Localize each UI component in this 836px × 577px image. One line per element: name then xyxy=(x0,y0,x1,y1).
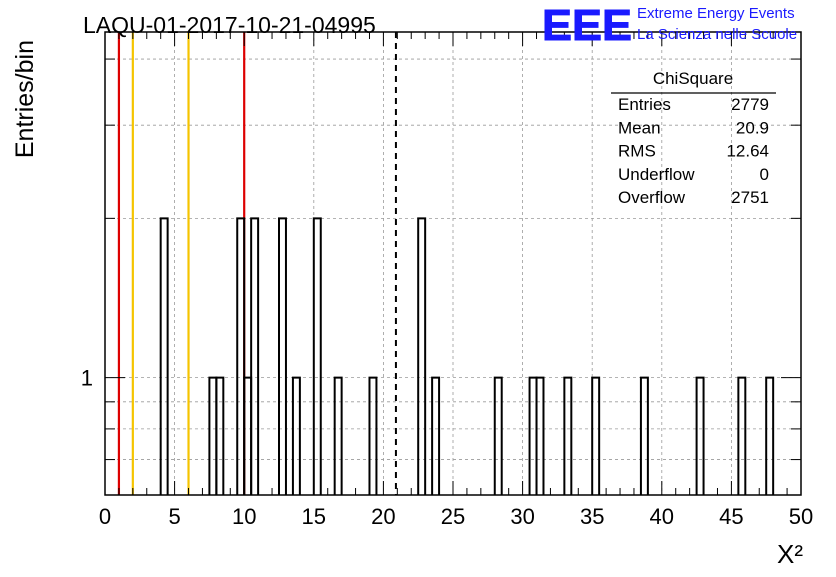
stats-row-value: 2779 xyxy=(731,95,769,114)
histogram-bin xyxy=(535,376,545,495)
x-tick-label: 35 xyxy=(580,504,604,529)
histogram-bars xyxy=(159,217,775,495)
histogram-bin xyxy=(333,376,343,495)
stats-row-value: 12.64 xyxy=(726,142,769,161)
stats-box: ChiSquare Entries 2779 Mean 20.9 RMS 12.64 Und… xyxy=(611,69,776,207)
histogram-bin xyxy=(312,217,322,495)
x-tick-label: 50 xyxy=(789,504,813,529)
stats-box-title: ChiSquare xyxy=(653,69,733,88)
x-tick-label: 15 xyxy=(302,504,326,529)
stats-row-label: RMS xyxy=(618,142,656,161)
histogram-bin xyxy=(431,376,441,495)
x-tick-label: 10 xyxy=(232,504,256,529)
histogram-bin xyxy=(737,376,747,495)
histogram-bin xyxy=(765,376,775,495)
x-tick-label: 5 xyxy=(168,504,180,529)
stats-row-value: 20.9 xyxy=(736,118,769,137)
stats-row-value: 2751 xyxy=(731,188,769,207)
x-tick-label: 25 xyxy=(441,504,465,529)
histogram-bin xyxy=(368,376,378,495)
x-tick-label: 0 xyxy=(99,504,111,529)
histogram-bin xyxy=(278,217,287,495)
x-tick-label: 30 xyxy=(510,504,534,529)
stats-row-label: Underflow xyxy=(618,165,695,184)
y-axis-label: Entries/bin xyxy=(11,40,39,158)
stats-row-label: Overflow xyxy=(618,188,686,207)
histogram-bin xyxy=(591,376,601,495)
histogram-bin xyxy=(695,376,705,495)
logo-letters: EEE xyxy=(542,1,632,50)
histogram-bin xyxy=(493,376,503,495)
histogram-bin xyxy=(236,217,246,495)
axis-tick-labels: 0 5 10 15 20 25 30 35 40 45 50 1 xyxy=(81,366,813,529)
y-tick-label: 1 xyxy=(81,366,93,391)
histogram-bin xyxy=(250,217,260,495)
stats-rows: Entries 2779 Mean 20.9 RMS 12.64 Underflow 0 Ove… xyxy=(618,95,769,207)
x-tick-label: 45 xyxy=(719,504,743,529)
stats-row-label: Entries xyxy=(618,95,671,114)
x-tick-label: 40 xyxy=(650,504,674,529)
x-tick-label: 20 xyxy=(371,504,395,529)
run-title: LAQU-01-2017-10-21-04995 xyxy=(83,12,376,38)
histogram-bin xyxy=(417,217,427,495)
histogram-bin xyxy=(159,217,169,495)
axis-ticks xyxy=(104,32,802,495)
histogram-bin xyxy=(291,376,301,495)
logo-line2: La Scienza nelle Scuole xyxy=(637,26,797,43)
stats-row-value: 0 xyxy=(760,165,769,184)
eee-logo: EEE Extreme Energy Events La Scienza nel… xyxy=(542,1,798,51)
logo-line1: Extreme Energy Events xyxy=(637,5,795,22)
stats-row-label: Mean xyxy=(618,118,661,137)
histogram-bin xyxy=(639,376,649,495)
histogram-bin xyxy=(215,376,225,495)
histogram-bin xyxy=(563,376,573,495)
x-axis-label: X² xyxy=(777,539,803,569)
reference-lines xyxy=(117,32,397,495)
